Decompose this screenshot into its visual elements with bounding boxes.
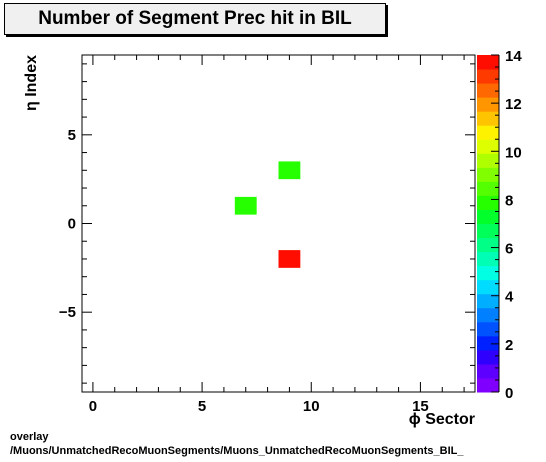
colorbar-segment-0 — [477, 377, 499, 393]
colorbar-segment-19 — [477, 111, 499, 126]
colorbar-segment-13 — [477, 195, 499, 210]
colorbar-tick-label: 2 — [505, 337, 513, 354]
colorbar-segment-21 — [477, 83, 499, 98]
colorbar-segment-16 — [477, 153, 499, 168]
x-tick-label: 5 — [198, 398, 206, 415]
colorbar-segment-4 — [477, 321, 499, 337]
colorbar-segment-6 — [477, 293, 499, 309]
colorbar-segment-12 — [477, 209, 499, 224]
colorbar-segment-3 — [477, 335, 499, 351]
colorbar-segment-14 — [477, 181, 499, 196]
heatmap-cell-1 — [278, 161, 301, 180]
plot-frame — [81, 54, 476, 393]
y-tick-label: −5 — [59, 304, 76, 321]
colorbar-segment-10 — [477, 237, 499, 253]
colorbar-segment-8 — [477, 265, 499, 281]
colorbar-tick-label: 10 — [505, 144, 522, 161]
colorbar-segment-15 — [477, 167, 499, 182]
colorbar-tick-label: 8 — [505, 192, 513, 209]
colorbar-segment-22 — [477, 69, 499, 84]
colorbar-segment-7 — [477, 279, 499, 295]
colorbar-segment-9 — [477, 251, 499, 267]
y-tick-label: 0 — [68, 216, 76, 233]
y-tick-label: 5 — [68, 127, 76, 144]
colorbar-segment-1 — [477, 363, 499, 379]
x-axis-label: ϕ Sector — [409, 411, 475, 428]
colorbar-segment-2 — [477, 349, 499, 365]
y-axis-label: η Index — [23, 55, 40, 111]
footer-overlay-label: overlay — [10, 431, 49, 443]
x-tick-label: 10 — [303, 398, 320, 415]
colorbar-segment-5 — [477, 307, 499, 323]
colorbar-tick-label: 0 — [505, 385, 513, 402]
colorbar-tick-label: 6 — [505, 241, 513, 258]
colorbar-tick-label: 4 — [505, 289, 514, 306]
x-tick-label: 0 — [89, 398, 97, 415]
heatmap-cell-2 — [278, 250, 301, 268]
colorbar-segment-23 — [477, 55, 499, 70]
colorbar-tick-label: 12 — [505, 96, 522, 113]
colorbar-segment-17 — [477, 139, 499, 154]
colorbar-segment-20 — [477, 97, 499, 112]
footer-path-label: /Muons/UnmatchedRecoMuonSegments/Muons_U… — [10, 445, 464, 457]
x-tick-label: 15 — [412, 398, 429, 415]
colorbar-segment-18 — [477, 125, 499, 140]
colorbar-tick-label: 14 — [505, 48, 522, 65]
heatmap-cell-0 — [234, 196, 257, 215]
chart-title: Number of Segment Prec hit in BIL — [4, 3, 386, 35]
colorbar-segment-11 — [477, 223, 499, 239]
